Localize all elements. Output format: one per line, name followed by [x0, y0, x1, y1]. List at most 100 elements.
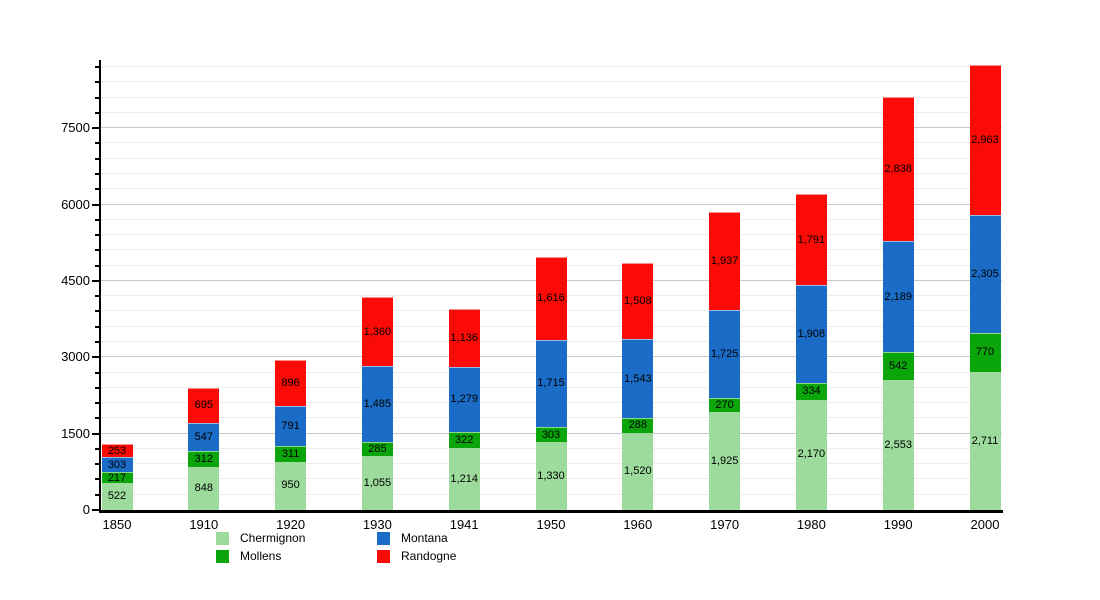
y-axis-major-tick [92, 509, 101, 511]
bar-1990: 2,553 542 2,189 2,838 [882, 96, 914, 510]
segment-value-label: 217 [107, 471, 127, 484]
bar-segment-mollens: 770 [969, 332, 1001, 372]
bar-segment-chermignon: 2,553 [882, 380, 914, 510]
x-axis-tick-label: 2000 [970, 517, 1000, 532]
segment-value-label: 322 [455, 434, 474, 446]
segment-value-label: 1,520 [624, 464, 652, 477]
segment-value-label: 1,055 [363, 476, 392, 489]
legend-item-chermignon: Chermignon [216, 532, 377, 545]
bar-segment-chermignon: 1,214 [448, 448, 480, 510]
legend-swatch-chermignon [216, 532, 229, 545]
bar-segment-randogne: 2,963 [969, 64, 1001, 216]
segment-value-label: 791 [281, 419, 300, 432]
segment-value-label: 1,616 [537, 292, 565, 305]
bar-segment-chermignon: 950 [275, 461, 307, 510]
legend-label: Montana [401, 531, 448, 545]
y-axis-major-tick [92, 432, 101, 435]
bar-segment-chermignon: 2,170 [795, 399, 827, 510]
y-axis-minor-tick [95, 81, 101, 84]
legend-label: Mollens [240, 549, 282, 563]
segment-value-label: 1,360 [363, 325, 392, 338]
y-axis-minor-tick [95, 96, 101, 99]
segment-value-label: 2,838 [884, 162, 912, 175]
bar-segment-montana: 1,279 [448, 366, 480, 432]
bar-segment-montana: 2,189 [882, 241, 914, 353]
segment-value-label: 770 [975, 346, 995, 359]
segment-value-label: 253 [107, 444, 127, 457]
y-axis-tick-label: 6000 [61, 196, 90, 212]
x-axis-tick-label: 1850 [102, 517, 132, 532]
bar-segment-montana: 1,908 [795, 285, 827, 383]
segment-value-label: 285 [368, 443, 387, 456]
bar-segment-chermignon: 1,925 [709, 412, 741, 510]
bar-segment-montana: 1,543 [622, 339, 654, 418]
segment-value-label: 1,937 [710, 255, 739, 268]
x-axis-tick-label: 1941 [449, 517, 479, 532]
y-axis-minor-tick [95, 249, 101, 252]
segment-value-label: 2,963 [971, 134, 999, 147]
bar-segment-montana: 303 [101, 456, 133, 473]
bar-1960: 1,520 288 1,543 1,508 [622, 262, 654, 510]
x-axis-tick-label: 1930 [362, 517, 392, 532]
bar-2000: 2,711 770 2,305 2,963 [969, 64, 1001, 510]
bar-1941: 1,214 322 1,279 1,136 [448, 308, 480, 510]
segment-value-label: 1,279 [450, 393, 478, 406]
segment-value-label: 312 [194, 452, 213, 465]
bar-segment-mollens: 285 [361, 441, 393, 457]
bar-segment-randogne: 1,791 [795, 194, 827, 286]
segment-value-label: 1,136 [450, 331, 478, 344]
y-axis-tick-label: 0 [82, 502, 90, 517]
bar-segment-chermignon: 2,711 [969, 372, 1001, 510]
bar-segment-mollens: 334 [795, 382, 827, 400]
bar-1950: 1,330 303 1,715 1,616 [535, 257, 567, 510]
bar-1910: 848 312 547 695 [188, 387, 220, 510]
minor-gridline [100, 157, 1002, 159]
segment-value-label: 695 [194, 399, 213, 412]
bar-segment-randogne: 2,838 [882, 96, 914, 242]
bar-segment-montana: 2,305 [969, 215, 1001, 333]
bar-segment-mollens: 270 [709, 398, 741, 412]
bar-segment-mollens: 542 [882, 352, 914, 381]
legend: Chermignon Mollens Montana Randogne [216, 532, 538, 563]
segment-value-label: 2,189 [884, 290, 912, 303]
segment-value-label: 1,214 [450, 472, 478, 485]
y-axis-line [99, 60, 101, 512]
segment-value-label: 1,925 [710, 454, 739, 467]
bar-segment-chermignon: 1,330 [535, 442, 567, 510]
y-axis-minor-tick [95, 295, 101, 298]
bar-segment-randogne: 1,360 [361, 296, 393, 367]
segment-value-label: 311 [281, 447, 300, 460]
legend-label: Randogne [401, 549, 457, 563]
bar-segment-randogne: 1,616 [535, 257, 567, 340]
minor-gridline [100, 249, 1002, 251]
y-axis-minor-tick [95, 341, 101, 343]
legend-column: Montana Randogne [377, 532, 538, 563]
segment-value-label: 2,711 [971, 434, 999, 447]
y-axis-minor-tick [95, 447, 101, 450]
minor-gridline [100, 111, 1002, 113]
segment-value-label: 334 [802, 385, 821, 398]
bar-1920: 950 311 791 896 [275, 359, 307, 510]
segment-value-label: 950 [281, 479, 300, 492]
segment-value-label: 1,330 [537, 469, 565, 482]
x-axis-tick-label: 1920 [276, 517, 306, 532]
segment-value-label: 288 [628, 419, 647, 432]
y-axis-minor-tick [95, 417, 101, 420]
y-axis-minor-tick [95, 173, 101, 175]
y-axis-tick-label: 1500 [61, 425, 90, 441]
bar-segment-chermignon: 1,520 [622, 432, 654, 510]
bar-segment-randogne: 1,508 [622, 262, 654, 340]
segment-value-label: 2,553 [884, 438, 912, 451]
bar-segment-mollens: 303 [535, 426, 567, 443]
minor-gridline [100, 188, 1002, 190]
y-axis-minor-tick [95, 493, 101, 496]
legend-item-mollens: Mollens [216, 550, 377, 563]
minor-gridline [100, 173, 1002, 174]
y-axis-minor-tick [95, 264, 101, 267]
segment-value-label: 303 [107, 458, 127, 471]
y-axis-major-tick [92, 279, 101, 282]
plot-area: 522 217 303 253 848 312 547 695 950 311 791 896 1,05… [100, 62, 1002, 510]
minor-gridline [100, 218, 1002, 220]
segment-value-label: 848 [194, 481, 213, 494]
